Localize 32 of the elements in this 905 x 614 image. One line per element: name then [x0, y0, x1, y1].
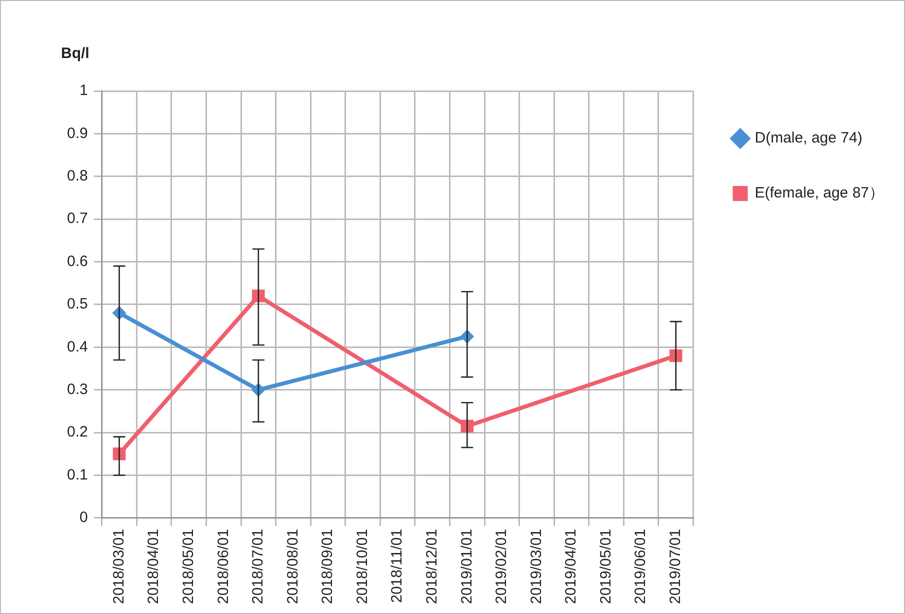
x-tick-label: 2019/01/01	[458, 528, 476, 604]
x-tick-label: 2018/08/01	[284, 528, 302, 604]
y-axis-title: Bq/l	[61, 45, 90, 62]
point	[252, 290, 265, 302]
x-tick-label: 2018/11/01	[388, 528, 406, 603]
y-tick-label: 0.5	[66, 296, 88, 313]
x-tick-label: 2018/03/01	[110, 528, 128, 604]
y-tick-label: 0.9	[66, 124, 88, 142]
x-tick-label: 2019/07/01	[667, 528, 684, 604]
x-tick-label: 2019/04/01	[562, 528, 580, 604]
y-tick-label: 0.3	[66, 380, 88, 398]
x-tick-label: 2019/03/01	[528, 528, 545, 604]
x-tick-label: 2018/05/01	[180, 528, 197, 604]
x-tick-label: 2018/12/01	[423, 528, 440, 604]
y-tick-label: 1	[80, 82, 88, 100]
legend-label: E(female, age 87）	[754, 184, 884, 202]
y-tick-label: 0.1	[66, 466, 88, 484]
y-tick-label: 0.7	[66, 210, 88, 228]
x-tick-label: 2018/06/01	[214, 528, 232, 604]
y-tick-label: 0	[80, 509, 88, 526]
x-tick-label: 2018/09/01	[319, 528, 336, 604]
y-tick-label: 0.4	[66, 338, 88, 356]
y-tick-label: 0.8	[66, 168, 88, 185]
x-tick-label: 2019/02/01	[493, 528, 510, 604]
x-tick-label: 2019/06/01	[632, 528, 650, 604]
legend-label: D(male, age 74)	[754, 130, 862, 147]
x-tick-label: 2018/10/01	[354, 528, 371, 604]
x-tick-label: 2019/05/01	[597, 528, 614, 604]
x-tick-label: 2018/04/01	[145, 528, 162, 604]
x-tick-label: 2018/07/01	[250, 528, 267, 604]
y-tick-label: 0.2	[66, 424, 88, 441]
y-tick-label: 0.6	[66, 252, 88, 270]
